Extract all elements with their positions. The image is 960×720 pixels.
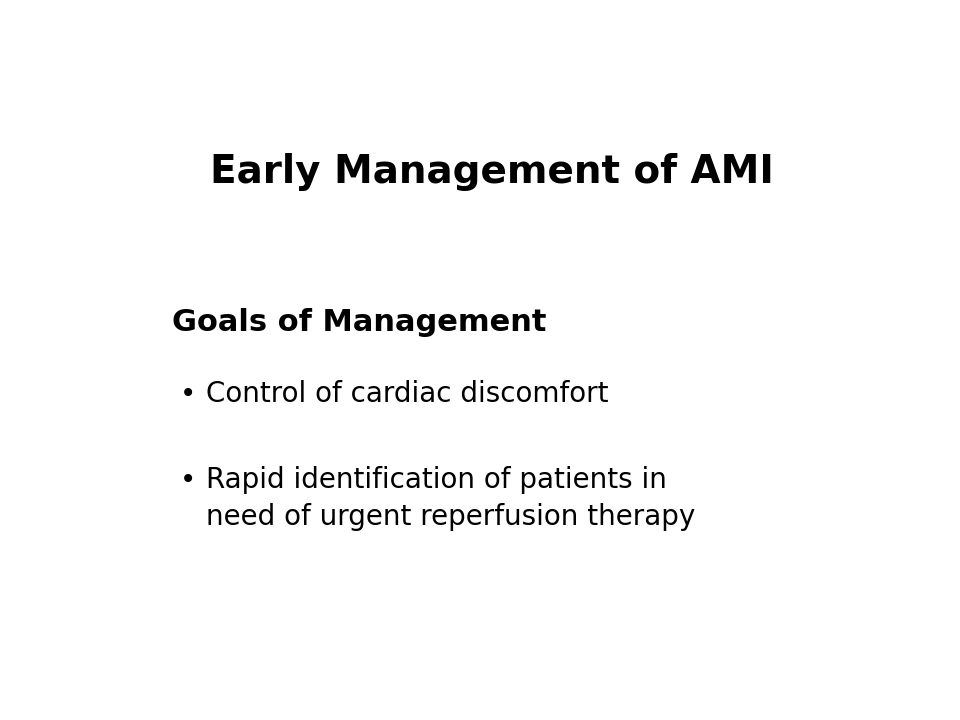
Text: •: • — [180, 380, 196, 408]
Text: Early Management of AMI: Early Management of AMI — [210, 153, 774, 191]
Text: Control of cardiac discomfort: Control of cardiac discomfort — [205, 380, 608, 408]
Text: Goals of Management: Goals of Management — [172, 308, 546, 337]
Text: •: • — [180, 466, 196, 494]
Text: Rapid identification of patients in
need of urgent reperfusion therapy: Rapid identification of patients in need… — [205, 466, 695, 531]
